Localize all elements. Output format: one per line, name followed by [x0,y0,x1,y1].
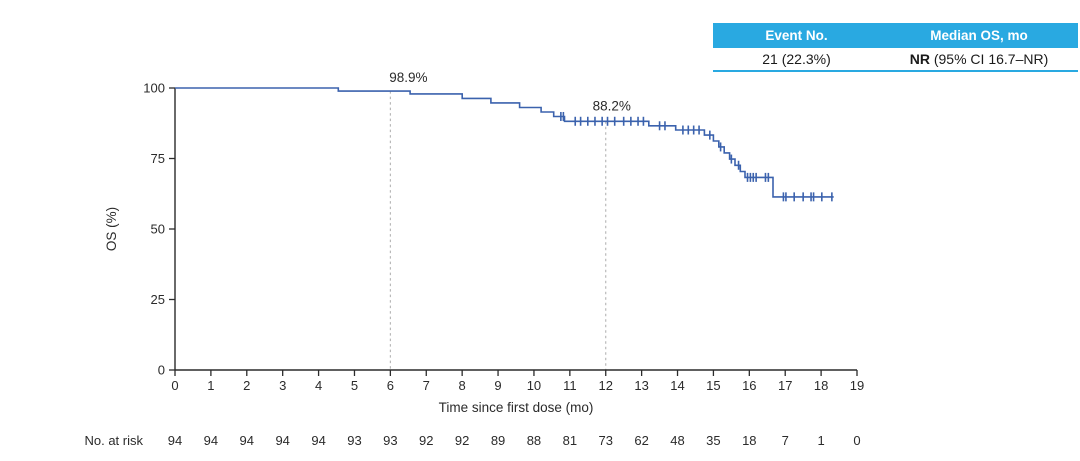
svg-text:13: 13 [634,378,648,393]
svg-text:75: 75 [151,151,165,166]
svg-text:1: 1 [207,378,214,393]
svg-text:8: 8 [459,378,466,393]
landmark-label: 88.2% [593,98,631,113]
risk-count: 92 [419,433,433,448]
svg-text:12: 12 [599,378,613,393]
risk-count: 35 [706,433,720,448]
svg-text:3: 3 [279,378,286,393]
risk-count: 89 [491,433,505,448]
landmark-label: 98.9% [389,70,427,85]
svg-text:6: 6 [387,378,394,393]
x-axis-title: Time since first dose (mo) [439,400,594,415]
svg-text:0: 0 [171,378,178,393]
svg-text:2: 2 [243,378,250,393]
x-axis-ticks: 0 1 2 3 4 5 6 7 8 9 10 11 12 13 14 15 16 17 18 19 [171,370,864,393]
censor-marks [560,111,833,202]
svg-text:14: 14 [670,378,684,393]
svg-text:25: 25 [151,292,165,307]
risk-count: 88 [527,433,541,448]
svg-text:15: 15 [706,378,720,393]
risk-count: 92 [455,433,469,448]
axes [174,88,857,371]
risk-count: 93 [347,433,361,448]
annotations: 98.9% 88.2% [389,70,631,113]
event-no-value: 21 (22.3%) [762,51,831,67]
svg-text:100: 100 [143,81,165,96]
risk-count: 94 [275,433,289,448]
risk-count: 94 [168,433,182,448]
risk-count: 48 [670,433,684,448]
header-median-os: Median OS, mo [930,28,1028,43]
y-axis-ticks: 0 25 50 75 100 [143,81,175,378]
risk-count: 94 [311,433,325,448]
svg-text:4: 4 [315,378,322,393]
risk-count: 1 [817,433,824,448]
reference-lines [389,91,607,370]
axis-titles: Time since first dose (mo) OS (%) [104,207,593,415]
svg-text:7: 7 [423,378,430,393]
risk-count: 94 [204,433,218,448]
summary-table-row: 21 (22.3%) NR (95% CI 16.7–NR) [713,48,1078,70]
risk-count: 7 [782,433,789,448]
svg-text:5: 5 [351,378,358,393]
risk-row: No. at risk 94 94 94 94 94 93 93 92 92 89 88 81 73 62 4… [84,433,860,448]
svg-text:11: 11 [563,378,577,393]
risk-count: 81 [563,433,577,448]
risk-count: 0 [853,433,860,448]
risk-count: 94 [240,433,254,448]
svg-text:19: 19 [850,378,864,393]
risk-count: 93 [383,433,397,448]
summary-table: Event No. Median OS, mo 21 (22.3%) NR (9… [713,23,1078,72]
median-os-nr: NR [909,51,930,67]
risk-count: 18 [742,433,756,448]
median-os-value: NR (95% CI 16.7–NR) [880,51,1078,67]
y-axis-title: OS (%) [104,207,119,251]
svg-text:9: 9 [494,378,501,393]
svg-text:18: 18 [814,378,828,393]
risk-count: 62 [634,433,648,448]
svg-text:50: 50 [151,222,165,237]
km-curve [175,87,834,198]
risk-row-label: No. at risk [84,433,143,448]
summary-table-header: Event No. Median OS, mo [713,23,1078,48]
svg-text:0: 0 [158,363,165,378]
svg-text:16: 16 [742,378,756,393]
header-event-no: Event No. [765,28,828,43]
svg-text:10: 10 [527,378,541,393]
svg-text:17: 17 [778,378,792,393]
risk-count: 73 [599,433,613,448]
median-os-ci: (95% CI 16.7–NR) [929,51,1049,67]
